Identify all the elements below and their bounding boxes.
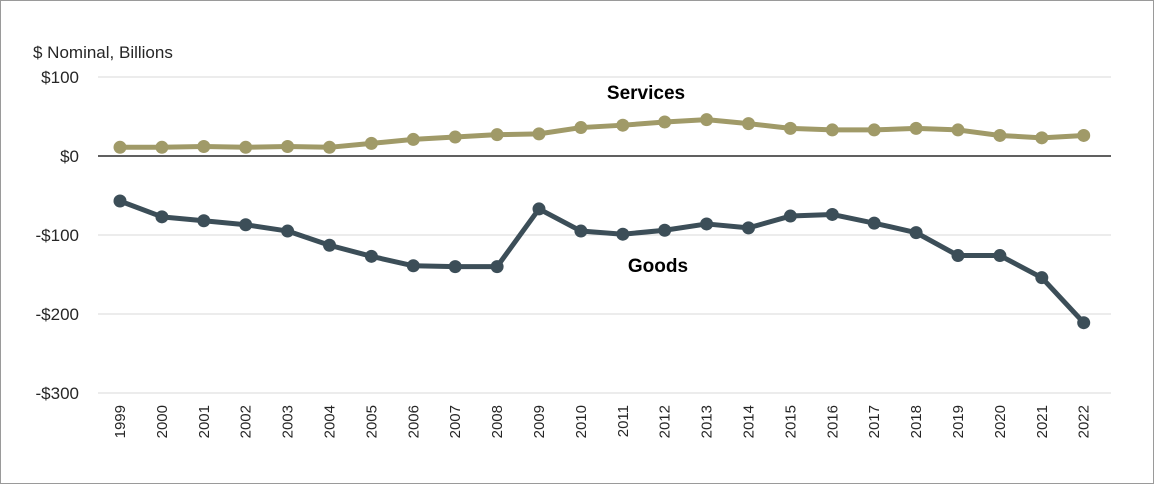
goods-data-point (616, 227, 630, 241)
services-data-point (574, 121, 588, 135)
x-tick-label: 2007 (447, 405, 464, 438)
x-tick-label: 2002 (238, 405, 255, 438)
services-data-point (742, 117, 755, 131)
x-tick-label: 1999 (112, 405, 129, 438)
x-tick-label: 2016 (824, 405, 841, 438)
x-tick-label: 2008 (489, 405, 506, 438)
series-lines (113, 113, 1091, 330)
goods-data-point (700, 217, 714, 231)
x-tick-label: 2010 (573, 405, 590, 438)
x-tick-label: 2009 (531, 405, 548, 438)
goods-data-point (155, 210, 169, 224)
y-tick-label: -$300 (36, 384, 79, 403)
goods-data-point (909, 226, 923, 240)
services-data-point (490, 128, 504, 142)
goods-data-point (1035, 271, 1049, 285)
goods-data-point (783, 209, 797, 223)
services-data-point (448, 130, 462, 144)
services-data-point (239, 140, 253, 154)
services-series-line (117, 117, 1087, 150)
services-data-point (113, 140, 127, 154)
services-data-point (951, 123, 965, 137)
services-data-point (993, 128, 1007, 142)
x-tick-label: 2022 (1076, 405, 1093, 438)
y-axis-unit-label: $ Nominal, Billions (33, 43, 173, 62)
goods-data-point (867, 216, 881, 230)
x-tick-label: 2015 (782, 405, 799, 438)
services-data-point (909, 121, 923, 135)
series-labels: Services Goods (607, 83, 688, 277)
services-data-point (155, 140, 169, 154)
x-tick-label: 2018 (908, 405, 925, 438)
services-data-point (323, 140, 336, 154)
x-tick-label: 2017 (866, 405, 883, 438)
x-tick-label: 2006 (405, 405, 422, 438)
services-data-point (825, 123, 839, 137)
x-tick-label: 2014 (741, 405, 758, 438)
services-data-point (1077, 128, 1091, 142)
goods-data-point (197, 214, 211, 228)
y-tick-label: -$100 (36, 226, 79, 245)
goods-data-point (364, 249, 378, 263)
y-tick-label: $0 (60, 147, 79, 166)
x-tick-label: 2011 (615, 405, 632, 437)
goods-data-point (532, 202, 546, 216)
services-data-point (364, 136, 378, 150)
x-tick-labels: 1999 2000 2001 2002 2003 2004 2005 2006 2007 2008… (112, 405, 1093, 438)
goods-data-point (323, 238, 336, 252)
x-tick-label: 2019 (950, 405, 967, 438)
goods-series-line (117, 198, 1087, 326)
goods-data-point (825, 207, 839, 221)
goods-data-point (951, 249, 965, 263)
goods-data-point (239, 218, 253, 232)
services-data-point (532, 127, 546, 141)
x-tick-label: 2020 (992, 405, 1009, 438)
services-data-point (867, 123, 881, 137)
services-data-point (281, 140, 295, 154)
goods-series-label: Goods (628, 256, 688, 277)
y-tick-label: $100 (41, 68, 79, 87)
goods-data-point (574, 224, 588, 238)
goods-data-point (406, 259, 420, 273)
goods-data-point (658, 223, 672, 237)
x-tick-label: 2001 (196, 405, 213, 438)
goods-data-point (490, 260, 504, 274)
services-data-point (616, 118, 630, 132)
goods-data-point (448, 260, 462, 274)
x-tick-label: 2012 (657, 405, 674, 438)
services-data-point (783, 121, 797, 135)
y-tick-labels: $100 $0 -$100 -$200 -$300 (36, 68, 79, 403)
goods-data-point (993, 249, 1007, 263)
x-tick-label: 2005 (363, 405, 380, 438)
services-data-point (1035, 131, 1049, 145)
services-series-label: Services (607, 83, 685, 104)
services-data-point (658, 115, 672, 129)
x-tick-label: 2004 (322, 405, 339, 438)
goods-data-point (1077, 316, 1091, 330)
goods-data-point (742, 221, 755, 235)
goods-data-point (113, 194, 127, 208)
x-tick-label: 2003 (280, 405, 297, 438)
services-data-point (197, 140, 211, 154)
x-tick-label: 2021 (1034, 405, 1051, 438)
x-tick-label: 2013 (699, 405, 716, 438)
x-tick-label: 2000 (154, 405, 171, 438)
y-tick-label: -$200 (36, 305, 79, 324)
services-data-point (700, 113, 714, 127)
goods-data-point (281, 224, 295, 238)
services-data-point (406, 132, 420, 146)
